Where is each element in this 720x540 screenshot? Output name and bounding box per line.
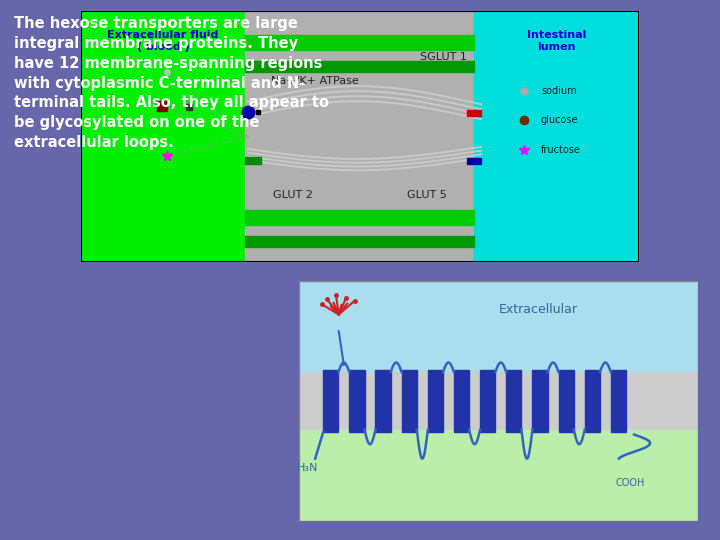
Bar [349,370,364,432]
Bar [246,157,261,164]
Bar [585,370,600,432]
Bar [454,370,469,432]
Text: GLUT 5: GLUT 5 [407,191,446,200]
Text: Extracellular: Extracellular [499,303,578,316]
Bar [299,372,698,430]
Bar [428,370,443,432]
Text: Na+/K+ ATPase: Na+/K+ ATPase [271,76,359,86]
Bar [376,370,391,432]
Text: fructose: fructose [541,145,581,155]
Bar [81,11,246,262]
Text: The hexose transporters are large
integral membrane proteins. They
have 12 membr: The hexose transporters are large integr… [14,16,329,150]
Bar [299,281,698,372]
Text: COOH: COOH [616,478,644,488]
Bar [246,211,474,226]
Bar [299,430,698,521]
Bar [246,61,474,72]
Text: Extracellular fluid
( blood ): Extracellular fluid ( blood ) [107,30,219,52]
Bar [323,370,338,432]
Text: Intestinal
lumen: Intestinal lumen [526,30,586,52]
Bar [474,11,639,262]
Bar [611,370,626,432]
Bar [402,370,417,432]
Text: sodium: sodium [541,86,577,96]
Text: GLUT 2: GLUT 2 [273,191,312,200]
Bar [467,158,481,164]
Bar [559,370,574,432]
Bar [246,11,474,262]
Bar [480,370,495,432]
Bar [532,370,548,432]
Text: H₃N: H₃N [297,463,318,473]
Bar [246,235,474,247]
Bar [506,370,521,432]
Text: glucose: glucose [541,115,578,125]
Bar [467,110,481,116]
Bar [246,35,474,50]
Text: SGLUT 1: SGLUT 1 [420,52,467,62]
